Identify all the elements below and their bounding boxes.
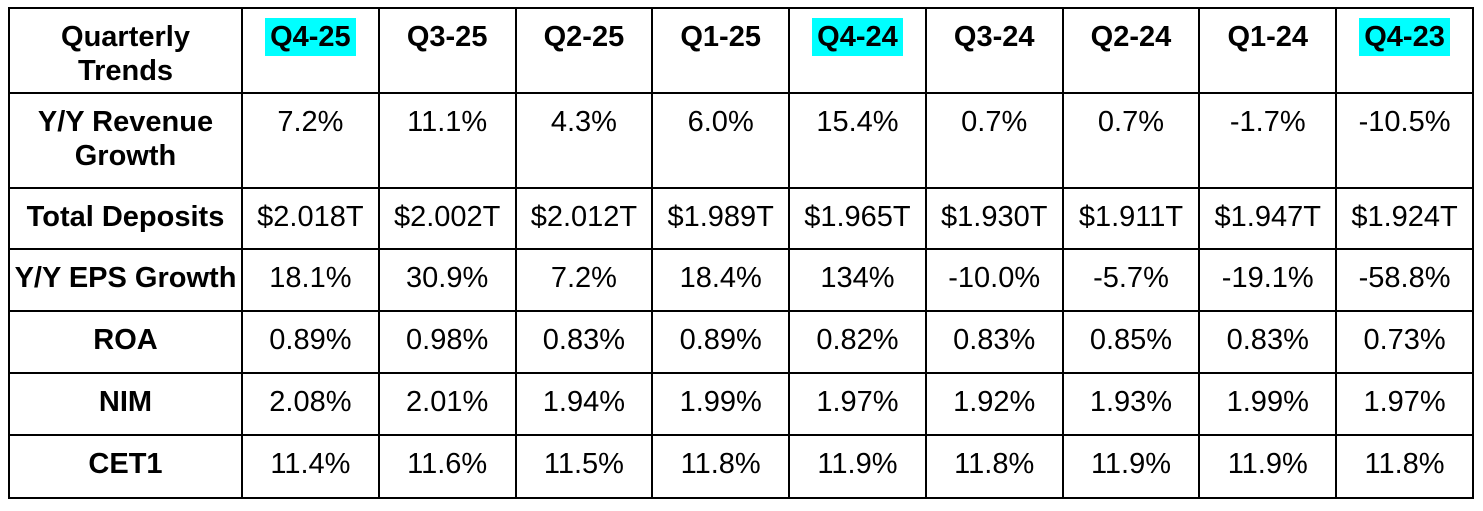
data-cell: 0.73% bbox=[1335, 310, 1474, 375]
data-cell: $1.965T bbox=[788, 187, 927, 251]
row-label-cell: Y/Y EPS Growth bbox=[8, 248, 243, 313]
highlighted-quarter-label: Q4-23 bbox=[1359, 18, 1450, 56]
table-row-eps-growth: Y/Y EPS Growth 18.1% 30.9% 7.2% 18.4% 13… bbox=[8, 248, 1474, 313]
table-row-revenue-growth: Y/Y Revenue Growth 7.2% 11.1% 4.3% 6.0% … bbox=[8, 92, 1474, 190]
header-cell-q3-25: Q3-25 bbox=[377, 6, 517, 95]
header-cell-q1-25: Q1-25 bbox=[651, 6, 791, 95]
data-cell: 11.9% bbox=[1198, 434, 1338, 500]
row-label-cell: CET1 bbox=[8, 434, 243, 500]
data-cell: 4.3% bbox=[514, 92, 654, 190]
row-label-cell: NIM bbox=[8, 372, 243, 437]
highlighted-quarter-label: Q4-24 bbox=[812, 18, 903, 56]
data-cell: 11.9% bbox=[788, 434, 927, 500]
data-cell: 1.93% bbox=[1061, 372, 1201, 437]
data-cell: 0.83% bbox=[924, 310, 1064, 375]
quarterly-trends-table: Quarterly Trends Q4-25 Q3-25 Q2-25 Q1-25… bbox=[8, 6, 1474, 500]
data-cell: -5.7% bbox=[1061, 248, 1201, 313]
data-cell: 11.9% bbox=[1061, 434, 1201, 500]
data-cell: 0.83% bbox=[514, 310, 654, 375]
data-cell: 1.92% bbox=[924, 372, 1064, 437]
data-cell: -10.0% bbox=[924, 248, 1064, 313]
data-cell: 1.99% bbox=[651, 372, 791, 437]
data-cell: 1.94% bbox=[514, 372, 654, 437]
data-cell: $1.947T bbox=[1198, 187, 1338, 251]
data-cell: $1.930T bbox=[924, 187, 1064, 251]
header-cell-q4-25: Q4-25 bbox=[241, 6, 380, 95]
data-cell: $2.012T bbox=[514, 187, 654, 251]
data-cell: -19.1% bbox=[1198, 248, 1338, 313]
data-cell: 11.8% bbox=[924, 434, 1064, 500]
data-cell: $1.924T bbox=[1335, 187, 1474, 251]
data-cell: 11.8% bbox=[1335, 434, 1474, 500]
data-cell: 0.7% bbox=[1061, 92, 1201, 190]
header-cell-q2-24: Q2-24 bbox=[1061, 6, 1201, 95]
header-cell-q1-24: Q1-24 bbox=[1198, 6, 1338, 95]
data-cell: -1.7% bbox=[1198, 92, 1338, 190]
row-label-cell: Y/Y Revenue Growth bbox=[8, 92, 243, 190]
highlighted-quarter-label: Q4-25 bbox=[265, 18, 356, 56]
header-row: Quarterly Trends Q4-25 Q3-25 Q2-25 Q1-25… bbox=[8, 6, 1474, 95]
data-cell: 7.2% bbox=[241, 92, 380, 190]
corner-header-cell: Quarterly Trends bbox=[8, 6, 243, 95]
data-cell: 15.4% bbox=[788, 92, 927, 190]
data-cell: -10.5% bbox=[1335, 92, 1474, 190]
data-cell: 7.2% bbox=[514, 248, 654, 313]
data-cell: -58.8% bbox=[1335, 248, 1474, 313]
data-cell: 18.4% bbox=[651, 248, 791, 313]
data-cell: 18.1% bbox=[241, 248, 380, 313]
data-cell: 2.08% bbox=[241, 372, 380, 437]
table-header: Quarterly Trends Q4-25 Q3-25 Q2-25 Q1-25… bbox=[8, 6, 1474, 95]
data-cell: 6.0% bbox=[651, 92, 791, 190]
data-cell: 1.97% bbox=[1335, 372, 1474, 437]
data-cell: 11.6% bbox=[377, 434, 517, 500]
table-body: Y/Y Revenue Growth 7.2% 11.1% 4.3% 6.0% … bbox=[8, 92, 1474, 500]
data-cell: 11.4% bbox=[241, 434, 380, 500]
data-cell: 1.99% bbox=[1198, 372, 1338, 437]
data-cell: 0.82% bbox=[788, 310, 927, 375]
row-label-cell: Total Deposits bbox=[8, 187, 243, 251]
table-row-cet1: CET1 11.4% 11.6% 11.5% 11.8% 11.9% 11.8%… bbox=[8, 434, 1474, 500]
data-cell: 0.83% bbox=[1198, 310, 1338, 375]
row-label-cell: ROA bbox=[8, 310, 243, 375]
data-cell: $1.989T bbox=[651, 187, 791, 251]
data-cell: 11.5% bbox=[514, 434, 654, 500]
data-cell: 30.9% bbox=[377, 248, 517, 313]
data-cell: 0.89% bbox=[651, 310, 791, 375]
header-cell-q2-25: Q2-25 bbox=[514, 6, 654, 95]
header-cell-q3-24: Q3-24 bbox=[924, 6, 1064, 95]
data-cell: $1.911T bbox=[1061, 187, 1201, 251]
data-cell: 0.98% bbox=[377, 310, 517, 375]
table-row-nim: NIM 2.08% 2.01% 1.94% 1.99% 1.97% 1.92% … bbox=[8, 372, 1474, 437]
data-cell: 11.8% bbox=[651, 434, 791, 500]
data-cell: 0.85% bbox=[1061, 310, 1201, 375]
header-cell-q4-24: Q4-24 bbox=[788, 6, 927, 95]
data-cell: $2.002T bbox=[377, 187, 517, 251]
data-cell: 11.1% bbox=[377, 92, 517, 190]
data-cell: 134% bbox=[788, 248, 927, 313]
table-row-total-deposits: Total Deposits $2.018T $2.002T $2.012T $… bbox=[8, 187, 1474, 251]
data-cell: 2.01% bbox=[377, 372, 517, 437]
table-row-roa: ROA 0.89% 0.98% 0.83% 0.89% 0.82% 0.83% … bbox=[8, 310, 1474, 375]
data-cell: 0.7% bbox=[924, 92, 1064, 190]
data-cell: 1.97% bbox=[788, 372, 927, 437]
data-cell: 0.89% bbox=[241, 310, 380, 375]
header-cell-q4-23: Q4-23 bbox=[1335, 6, 1474, 95]
data-cell: $2.018T bbox=[241, 187, 380, 251]
